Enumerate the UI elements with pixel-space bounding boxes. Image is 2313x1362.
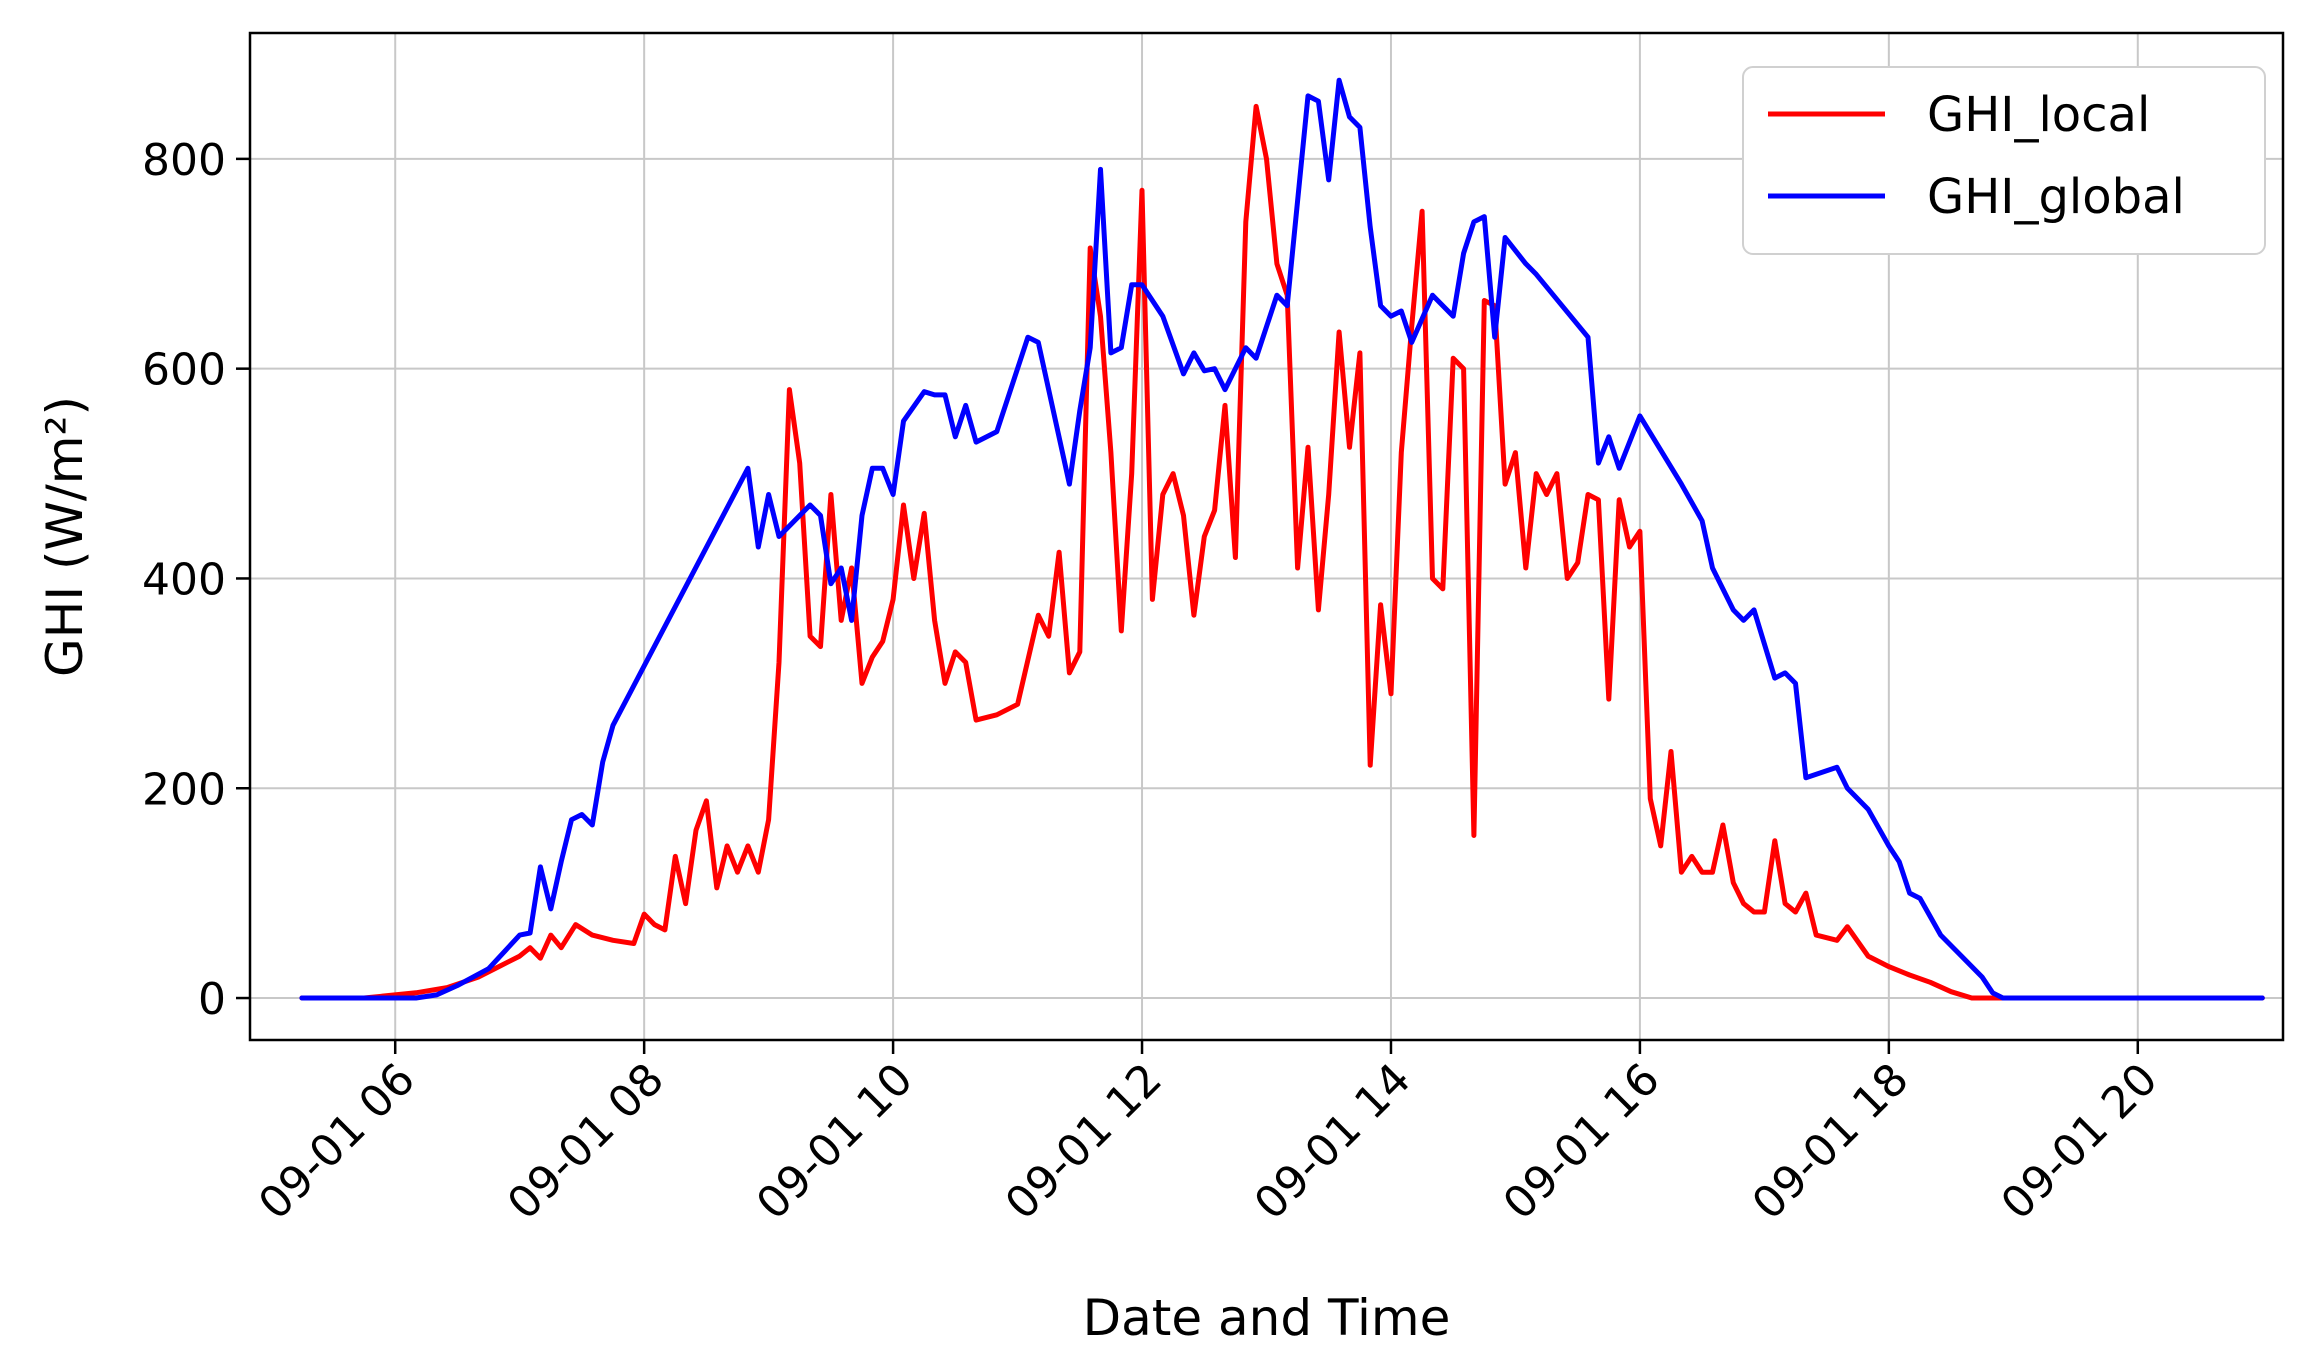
plot-frame xyxy=(248,31,2285,1042)
x-axis-title: Date and Time xyxy=(1083,1289,1451,1347)
series-lines xyxy=(299,77,2265,1001)
series-line-ghi-local xyxy=(299,103,2265,1001)
y-axis-title: GHI (W/m²) xyxy=(36,396,94,677)
y-tick-label: 400 xyxy=(142,554,226,605)
legend-label-ghi-global: GHI_global xyxy=(1927,169,2185,225)
y-tick-label: 800 xyxy=(142,135,226,186)
legend-label-ghi-local: GHI_local xyxy=(1927,87,2150,143)
y-tick-label: 200 xyxy=(142,764,226,815)
y-tick-label: 600 xyxy=(142,345,226,396)
legend: GHI_local GHI_global xyxy=(1742,66,2266,255)
series-line-ghi-global xyxy=(299,77,2265,1001)
y-tick-label: 0 xyxy=(198,974,226,1025)
